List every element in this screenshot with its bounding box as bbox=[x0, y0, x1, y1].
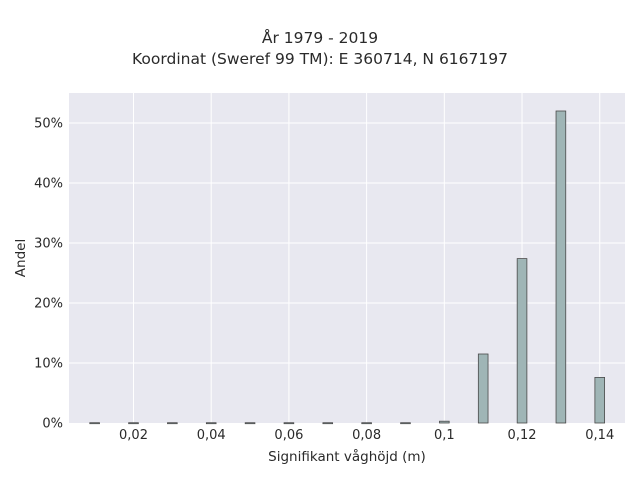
bar bbox=[594, 376, 606, 424]
y-tick-label: 50% bbox=[34, 117, 63, 132]
bar bbox=[516, 258, 528, 424]
x-tick-label: 0,08 bbox=[352, 428, 381, 443]
bar bbox=[361, 422, 372, 425]
y-tick-label: 10% bbox=[34, 357, 63, 372]
y-axis-label: Andel bbox=[13, 239, 29, 277]
bar bbox=[400, 422, 411, 425]
y-tick-label: 20% bbox=[34, 297, 63, 312]
bar bbox=[322, 422, 334, 425]
x-tick-label: 0,06 bbox=[274, 428, 303, 443]
y-tick-label: 40% bbox=[34, 177, 63, 192]
bar bbox=[205, 422, 217, 425]
x-axis-ticks: 0,02 0,04 0,06 0,08 0,1 0,12 0,14 bbox=[119, 428, 614, 443]
x-axis-label: Signifikant våghöjd (m) bbox=[268, 448, 426, 465]
bar bbox=[283, 422, 295, 425]
bars bbox=[89, 110, 606, 425]
x-tick-label: 0,1 bbox=[434, 428, 455, 443]
y-axis-ticks: 0% 10% 20% 30% 40% 50% bbox=[34, 117, 63, 432]
plot-area bbox=[69, 93, 625, 423]
bar bbox=[439, 420, 450, 424]
chart-title: År 1979 - 2019 bbox=[261, 29, 379, 47]
chart-subtitle: Koordinat (Sweref 99 TM): E 360714, N 61… bbox=[132, 50, 508, 68]
x-tick-label: 0,14 bbox=[585, 428, 614, 443]
bar bbox=[128, 422, 139, 425]
y-tick-label: 0% bbox=[42, 417, 63, 432]
bar bbox=[477, 353, 489, 424]
bar bbox=[167, 422, 178, 425]
y-tick-label: 30% bbox=[34, 237, 63, 252]
x-tick-label: 0,12 bbox=[508, 428, 537, 443]
x-tick-label: 0,02 bbox=[119, 428, 148, 443]
bar bbox=[244, 422, 256, 425]
bar bbox=[555, 110, 567, 424]
bar bbox=[89, 422, 100, 425]
x-tick-label: 0,04 bbox=[197, 428, 226, 443]
grid-lines bbox=[69, 93, 625, 423]
